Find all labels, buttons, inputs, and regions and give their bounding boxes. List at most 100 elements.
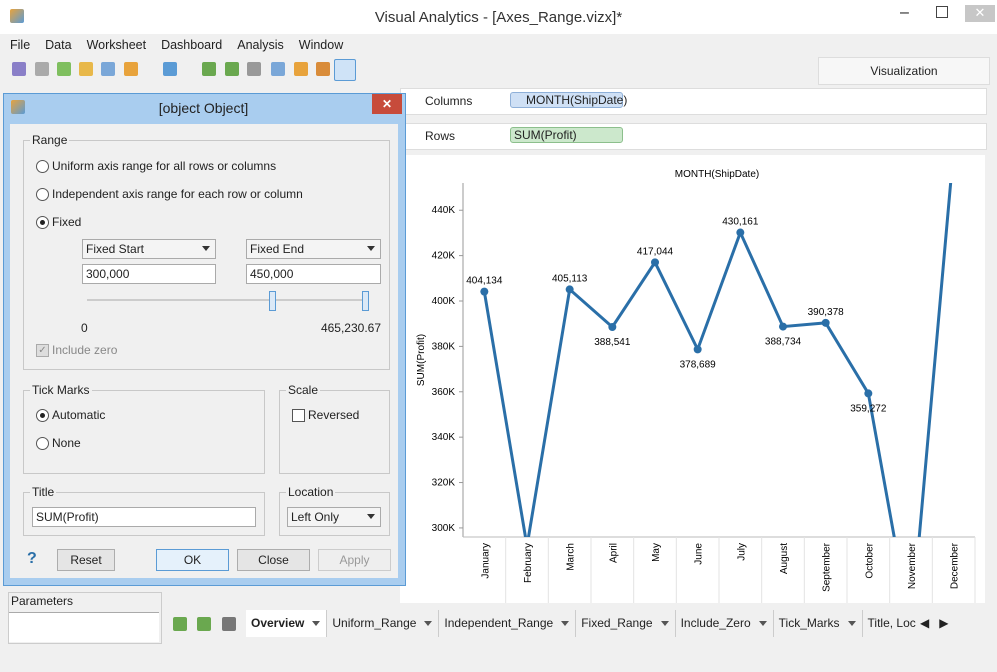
dialog-icon — [11, 100, 25, 114]
close-button[interactable]: Close — [237, 549, 310, 571]
tab-menu — [660, 621, 669, 630]
radio[interactable] — [36, 188, 49, 201]
visualization-tab[interactable]: Visualization — [818, 57, 990, 85]
radio[interactable] — [36, 437, 49, 450]
select-value: Fixed Start — [86, 242, 145, 256]
slider-thumb[interactable] — [362, 291, 369, 311]
title-bar — [0, 0, 997, 34]
sheet-tab[interactable]: Overview — [246, 610, 328, 637]
tab-label: Fixed_Range — [581, 616, 653, 630]
apply-button[interactable]: Apply — [318, 549, 391, 571]
x-tick-label: August — [779, 543, 790, 574]
x-tick-label: September — [822, 542, 833, 592]
sheet-tab[interactable]: Title, Location, A — [862, 610, 916, 637]
fixed-start-input[interactable]: 300,000 — [82, 264, 216, 284]
input-value: SUM(Profit) — [36, 510, 99, 524]
slider-max: 465,230.67 — [320, 321, 381, 335]
title-input[interactable]: SUM(Profit) — [32, 507, 256, 527]
fixed-end-input[interactable]: 450,000 — [246, 264, 381, 284]
x-tick-label: June — [694, 543, 705, 565]
point — [608, 323, 617, 332]
radio[interactable] — [36, 216, 49, 229]
data-label: 404,134 — [466, 276, 503, 287]
select-value: Left Only — [291, 510, 340, 524]
slider-track — [87, 299, 367, 301]
chart-title: MONTH(ShipDate) — [675, 169, 759, 180]
sheet-tab[interactable]: Independent_Range — [439, 610, 577, 637]
sheet-tab[interactable]: Include_Zero — [675, 610, 774, 637]
button-label: Close — [258, 553, 289, 567]
menu-item[interactable]: Data — [45, 38, 72, 52]
point — [864, 389, 873, 398]
columns-shelf — [400, 88, 987, 115]
tick-marks-group: Tick Marks — [23, 383, 265, 474]
y-tick-label: 300K — [432, 523, 456, 534]
point — [779, 322, 787, 331]
y-tick-label: 380K — [432, 341, 456, 352]
radio[interactable] — [36, 160, 49, 173]
x-tick-label: April — [608, 543, 619, 563]
parameters-label: Parameters — [11, 594, 74, 608]
fixed-start-select[interactable]: Fixed Start — [82, 239, 216, 259]
window-title: Visual Analytics - [Axes_Range.vizx]* — [374, 9, 623, 26]
tab-label: Independent_Range — [444, 616, 554, 630]
slider-thumb[interactable] — [269, 291, 276, 311]
sheet-tab[interactable]: Tick_Marks — [773, 610, 863, 637]
menu-item[interactable]: Analysis — [237, 38, 284, 52]
minimize[interactable]: – — [900, 4, 909, 21]
parameters-list — [9, 612, 159, 642]
close-window[interactable]: ✕ — [965, 5, 995, 22]
pill-label: SUM(Profit) — [514, 128, 577, 142]
maximize[interactable] — [936, 6, 948, 18]
help-button[interactable]: ? — [27, 550, 37, 568]
location-select[interactable]: Left Only — [287, 507, 381, 527]
button-label: Apply — [339, 553, 370, 567]
radio[interactable] — [36, 409, 49, 422]
dialog-close[interactable]: ✕ — [372, 94, 402, 114]
point — [693, 345, 702, 354]
point — [821, 318, 830, 327]
menu-item[interactable]: Dashboard — [161, 38, 223, 52]
sheet-list[interactable] — [222, 617, 236, 631]
input-value: 300,000 — [86, 267, 130, 281]
sheet-tab[interactable]: Uniform_Range — [327, 610, 440, 637]
ok-button[interactable]: OK — [156, 549, 229, 571]
data-label: 388,541 — [594, 337, 631, 348]
tab-label: Include_Zero — [680, 616, 751, 630]
new-dashboard[interactable] — [197, 617, 211, 631]
app-icon — [10, 9, 24, 23]
group-label: Title — [30, 485, 57, 499]
menu-item[interactable]: Worksheet — [86, 38, 147, 52]
dialog-body — [10, 124, 398, 578]
radio-label: Automatic — [52, 408, 106, 422]
tab-label: Title, Location, A — [867, 616, 916, 630]
new-sheet[interactable] — [173, 617, 187, 631]
x-tick-label: October — [864, 542, 875, 578]
fixed-end-select[interactable]: Fixed End — [246, 239, 381, 259]
range-group: Range — [23, 133, 390, 370]
tab-label: Visualization — [870, 64, 938, 78]
x-tick-label: March — [566, 543, 577, 571]
checkbox-label: Include zero — [52, 343, 118, 357]
tab-label: Uniform_Range — [332, 616, 417, 630]
button-label: Reset — [70, 553, 102, 567]
rows-shelf — [400, 123, 987, 150]
tab-scroll[interactable]: ◀ ▶ — [920, 616, 949, 630]
toolbar — [0, 56, 997, 83]
columns-pill[interactable]: MONTH(ShipDate) — [510, 92, 627, 108]
rows-pill[interactable]: SUM(Profit) — [510, 127, 623, 143]
line — [482, 183, 953, 537]
menu-item[interactable]: Window — [298, 38, 344, 52]
sheet-tab[interactable]: Fixed_Range — [576, 610, 676, 637]
data-label: 405,113 — [552, 273, 588, 284]
data-label: 359,272 — [850, 403, 887, 414]
scale-group: Scale — [279, 383, 390, 474]
x-tick-label: December — [950, 542, 961, 589]
radio-label: None — [52, 436, 81, 450]
select-value: Fixed End — [250, 242, 305, 256]
y-tick-label: 340K — [432, 432, 456, 443]
menu-item[interactable]: File — [10, 38, 31, 52]
checkbox[interactable] — [292, 409, 305, 422]
reset-button[interactable]: Reset — [57, 549, 115, 571]
tab-menu — [561, 621, 570, 630]
